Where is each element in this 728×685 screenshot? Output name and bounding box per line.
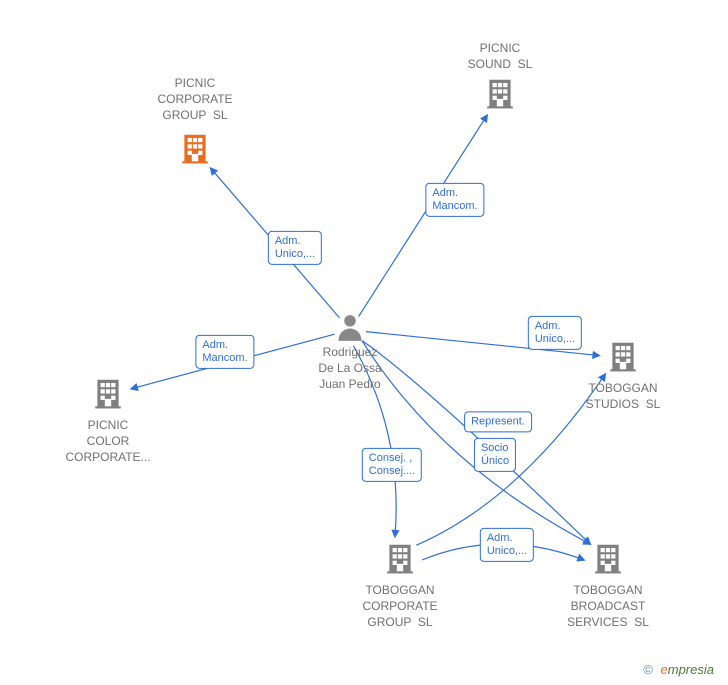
- building-icon: [483, 76, 517, 115]
- node-label: TOBOGGAN BROADCAST SERVICES SL: [567, 582, 649, 631]
- building-icon: [383, 541, 417, 580]
- node-label: TOBOGGAN STUDIOS SL: [586, 380, 661, 412]
- node-label: Rodriguez De La Ossa Juan Pedro: [318, 344, 381, 393]
- edge-label: Adm. Unico,...: [268, 231, 322, 265]
- edge-label: Consej. , Consej....: [362, 448, 422, 482]
- node-label: PICNIC CORPORATE GROUP SL: [157, 75, 232, 124]
- copyright: © empresia: [643, 662, 714, 677]
- edge-label: Represent.: [464, 411, 532, 432]
- edge-label: Socio Único: [474, 438, 516, 472]
- building-icon: [606, 339, 640, 378]
- node-label: PICNIC COLOR CORPORATE...: [65, 417, 150, 466]
- building-icon: [91, 376, 125, 415]
- brand-first-letter: e: [661, 662, 668, 677]
- copyright-symbol: ©: [643, 662, 653, 677]
- node-label: TOBOGGAN CORPORATE GROUP SL: [362, 582, 437, 631]
- edge-label: Adm. Mancom.: [195, 335, 254, 369]
- brand-rest: mpresia: [668, 662, 714, 677]
- building-icon: [178, 131, 212, 170]
- person-icon: [335, 312, 366, 348]
- edge-label: Adm. Mancom.: [425, 183, 484, 217]
- edge-label: Adm. Unico,...: [528, 316, 582, 350]
- building-icon: [591, 541, 625, 580]
- edge-label: Adm. Unico,...: [480, 528, 534, 562]
- node-label: PICNIC SOUND SL: [468, 40, 533, 72]
